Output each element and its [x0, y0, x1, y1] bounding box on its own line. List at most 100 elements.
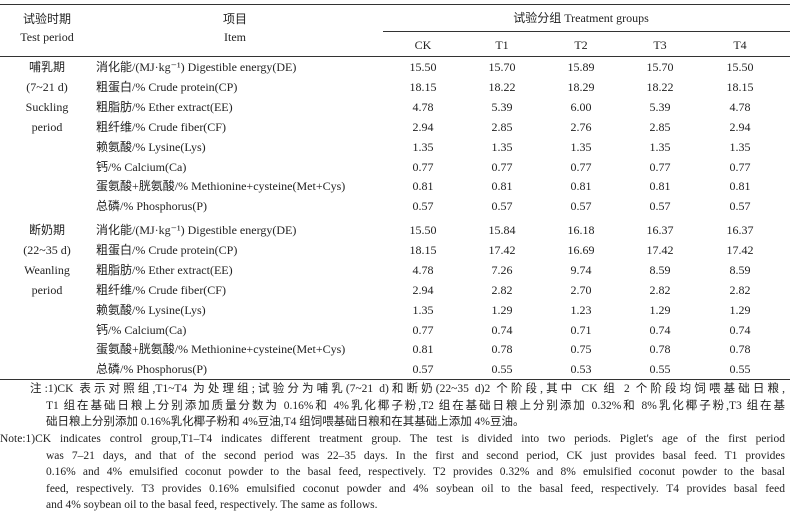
cell-value: 15.70: [488, 60, 516, 74]
cell-value: 0.78: [491, 342, 513, 357]
item-label: 粗脂肪/% Ether extract(EE): [96, 99, 233, 114]
item-label: 总磷/% Phosphorus(P): [96, 199, 208, 214]
period-header: Test period: [20, 30, 74, 44]
cell-value: 0.57: [412, 199, 434, 214]
cell-value: 1.35: [570, 139, 592, 154]
item-header: Item: [224, 30, 246, 44]
cell-value: 18.15: [409, 242, 437, 257]
cell-value: 17.42: [646, 242, 674, 257]
cell-value: 18.22: [488, 79, 516, 94]
cell-value: 0.57: [570, 199, 592, 214]
item-label: 蛋氨酸+胱氨酸/% Methionine+cysteine(Met+Cys): [96, 179, 346, 194]
cell-value: 4.78: [412, 99, 434, 114]
item-label: 钙/% Calcium(Ca): [96, 322, 187, 337]
cell-value: 16.37: [646, 223, 674, 237]
cell-value: 15.50: [409, 60, 437, 74]
period-label: Suckling: [25, 100, 69, 114]
note-en: and 4% soybean oil to the basal feed, re…: [46, 499, 378, 512]
note-en: 0.16% and 4% emulsified coconut powder t…: [46, 466, 785, 479]
cell-value: 15.84: [488, 223, 516, 237]
item-header: 项目: [222, 12, 248, 26]
cell-value: 0.77: [729, 159, 751, 174]
group-header: T1: [495, 38, 509, 52]
cell-value: 4.78: [729, 99, 751, 114]
cell-value: 15.89: [567, 60, 595, 74]
item-label: 粗蛋白/% Crude protein(CP): [96, 242, 238, 257]
cell-value: 0.57: [491, 199, 513, 214]
cell-value: 0.81: [491, 179, 513, 194]
cell-value: 17.42: [726, 242, 754, 257]
period-label: Weanling: [24, 263, 70, 277]
cell-value: 9.74: [570, 262, 592, 277]
note-zh: 注:1)CK 表示对照组,T1~T4 为处理组;试验分为哺乳(7~21 d)和断…: [30, 383, 785, 395]
cell-value: 0.77: [649, 159, 671, 174]
cell-value: 2.94: [729, 119, 751, 134]
cell-value: 1.35: [649, 139, 671, 154]
cell-value: 0.81: [729, 179, 751, 194]
cell-value: 5.39: [491, 99, 513, 114]
cell-value: 0.57: [412, 362, 434, 377]
cell-value: 0.57: [649, 199, 671, 214]
group-header: T3: [653, 38, 667, 52]
bottom-rule: [0, 379, 790, 380]
item-label: 消化能/(MJ·kg⁻¹) Digestible energy(DE): [96, 60, 297, 74]
note-en: was 7–21 days, and that of the second pe…: [46, 449, 785, 462]
item-label: 粗脂肪/% Ether extract(EE): [96, 262, 233, 277]
cell-value: 0.81: [649, 179, 671, 194]
cell-value: 0.57: [729, 199, 751, 214]
cell-value: 18.29: [567, 79, 595, 94]
groups-title: 试验分组 Treatment groups: [513, 11, 649, 25]
period-header: 试验时期: [22, 12, 72, 26]
cell-value: 15.70: [646, 60, 674, 74]
cell-value: 1.29: [491, 302, 513, 317]
cell-value: 0.81: [570, 179, 592, 194]
cell-value: 0.55: [491, 362, 513, 377]
item-label: 钙/% Calcium(Ca): [96, 159, 187, 174]
cell-value: 0.78: [649, 342, 671, 357]
cell-value: 7.26: [491, 262, 513, 277]
item-label: 赖氨酸/% Lysine(Lys): [96, 139, 206, 154]
cell-value: 0.55: [729, 362, 751, 377]
cell-value: 18.15: [409, 79, 437, 94]
cell-value: 5.39: [649, 99, 671, 114]
period-label: (22~35 d): [23, 243, 71, 257]
cell-value: 2.82: [729, 282, 751, 297]
note-en: Note:1)CK indicates control group,T1–T4 …: [0, 433, 785, 445]
item-label: 赖氨酸/% Lysine(Lys): [96, 302, 206, 317]
cell-value: 1.29: [729, 302, 751, 317]
cell-value: 16.69: [567, 242, 595, 257]
cell-value: 0.74: [649, 322, 671, 337]
cell-value: 15.50: [726, 60, 754, 74]
note-en: feed, respectively. T3 provides 0.16% em…: [46, 482, 785, 495]
cell-value: 1.23: [570, 302, 592, 317]
item-label: 粗纤维/% Crude fiber(CF): [96, 282, 226, 297]
cell-value: 2.76: [570, 119, 592, 134]
cell-value: 16.18: [567, 223, 595, 237]
cell-value: 2.85: [649, 119, 671, 134]
header-rule: [0, 56, 790, 57]
item-label: 总磷/% Phosphorus(P): [96, 362, 208, 377]
cell-value: 18.22: [646, 79, 674, 94]
cell-value: 0.78: [729, 342, 751, 357]
group-header: T2: [574, 38, 588, 52]
group-rule: [383, 31, 790, 32]
period-label: 哺乳期: [28, 60, 66, 74]
cell-value: 0.55: [649, 362, 671, 377]
cell-value: 16.37: [726, 223, 754, 237]
cell-value: 1.35: [491, 139, 513, 154]
note-zh: 础日粮上分别添加 0.16%乳化椰子粉和 4%豆油,T4 组饲喂基础日粮和在其基…: [46, 416, 525, 428]
cell-value: 0.77: [491, 159, 513, 174]
cell-value: 0.74: [491, 322, 513, 337]
cell-value: 2.70: [570, 282, 592, 297]
item-label: 粗蛋白/% Crude protein(CP): [96, 79, 238, 94]
period-label: 断奶期: [28, 223, 66, 237]
cell-value: 6.00: [570, 99, 592, 114]
period-label: (7~21 d): [26, 80, 68, 94]
cell-value: 2.94: [412, 282, 434, 297]
cell-value: 0.77: [412, 159, 434, 174]
period-label: period: [31, 283, 63, 297]
group-header: CK: [414, 38, 432, 52]
cell-value: 1.35: [412, 302, 434, 317]
cell-value: 0.75: [570, 342, 592, 357]
